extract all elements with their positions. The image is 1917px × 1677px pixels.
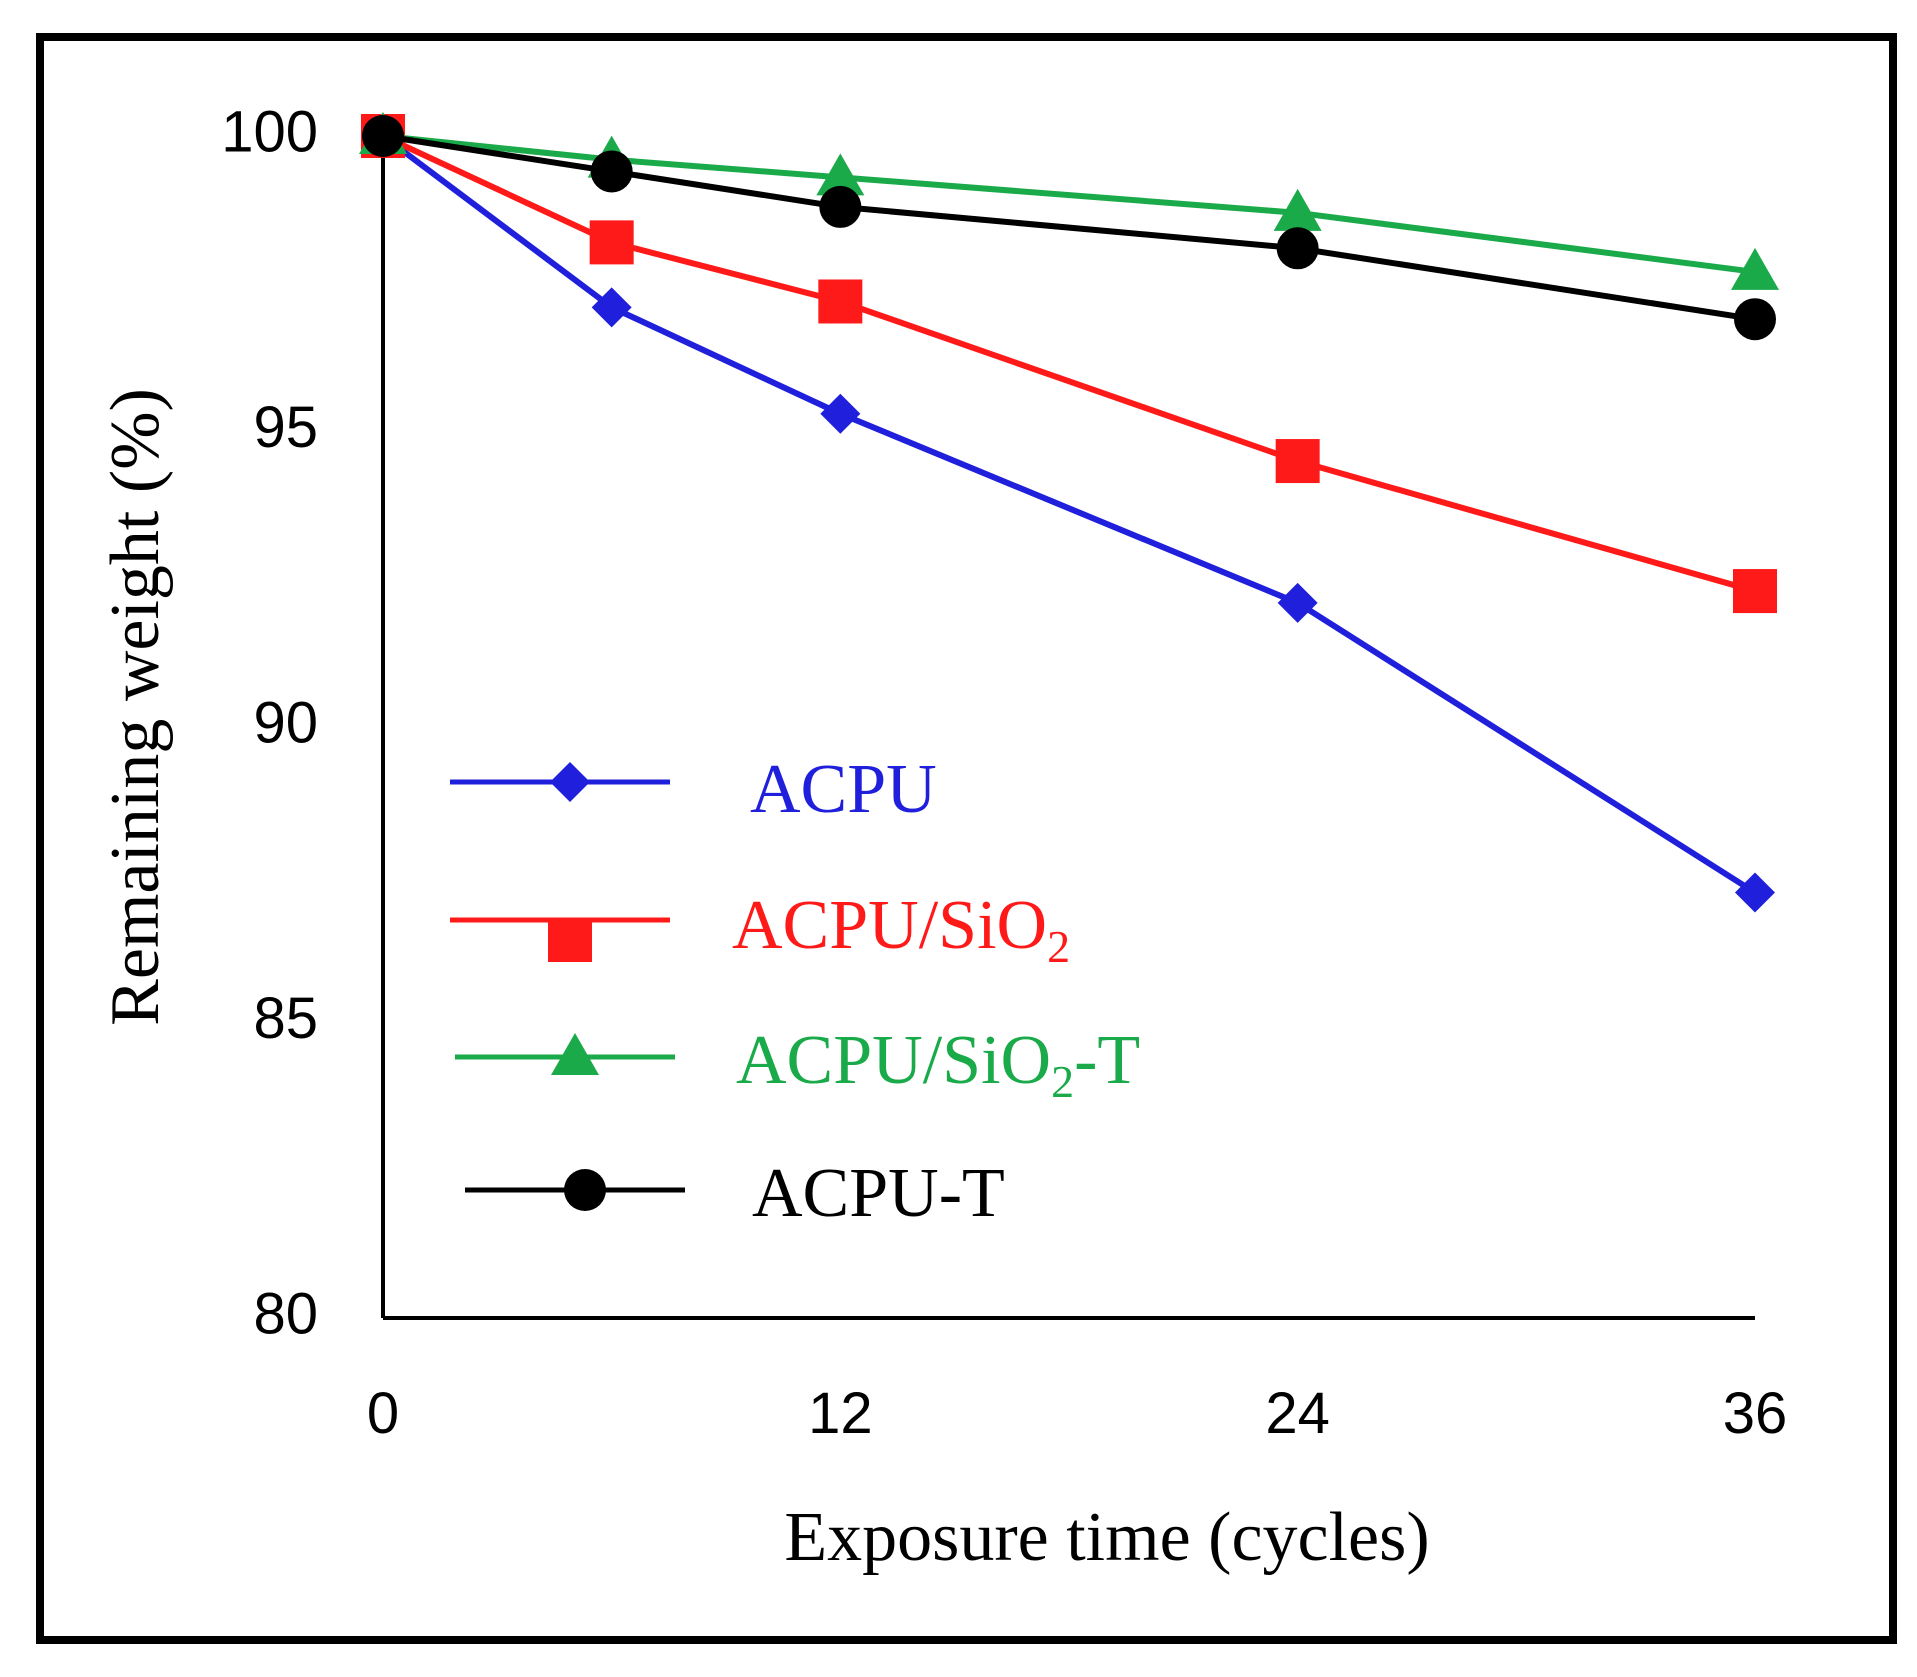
legend-item-acpu-sio2: ACPU/SiO2 [450,887,1070,972]
series-layer [359,112,1779,913]
y-axis-title: Remaining weight (%) [97,388,174,1026]
data-point [820,393,861,434]
legend-marker [548,918,592,962]
data-point [818,279,863,324]
legend-label-main: ACPU/SiO [732,887,1047,964]
x-tick-labels: 0 12 24 36 [367,1381,1787,1446]
data-point [1275,439,1320,484]
legend-label: ACPU [750,751,937,828]
y-tick-label: 90 [253,690,318,755]
legend-marker [564,1169,606,1211]
square-marker-icon [548,918,592,962]
y-tick-label: 80 [253,1281,318,1346]
legend-label-main: ACPU [750,751,937,828]
data-point [1733,569,1777,614]
y-tick-label: 100 [221,99,318,164]
circle-marker-icon [564,1169,606,1211]
data-point [591,287,632,328]
data-point [362,115,404,157]
legend-label-suffix: -T [1074,1022,1140,1099]
triangle-marker-icon [551,1033,599,1075]
legend-label-subscript: 2 [1051,1056,1074,1107]
data-point [1731,247,1779,290]
data-point [819,185,862,228]
series-acpu-t [362,115,1776,341]
data-point [589,220,634,265]
data-point [1735,872,1775,913]
x-tick-label: 24 [1265,1381,1330,1446]
legend-marker [551,1033,599,1075]
legend-label-subscript: 2 [1047,921,1070,972]
y-tick-labels: 80 85 90 95 100 [221,99,318,1346]
y-tick-label: 85 [253,986,318,1051]
legend-label: ACPU/SiO2 [732,887,1070,972]
legend-item-acpu-t: ACPU-T [465,1155,1005,1232]
x-tick-label: 12 [808,1381,873,1446]
y-tick-label: 95 [253,395,318,460]
legend: ACPU ACPU/SiO2 ACPU/SiO2-T [450,751,1140,1232]
legend-marker [550,762,590,802]
legend-item-acpu: ACPU [450,751,937,828]
x-tick-label: 36 [1723,1381,1788,1446]
data-point [816,153,865,196]
legend-label-main: ACPU-T [752,1155,1005,1232]
legend-label: ACPU/SiO2-T [736,1022,1140,1107]
data-point [1273,188,1322,231]
figure-frame [36,33,1897,1644]
legend-item-acpu-sio2-t: ACPU/SiO2-T [455,1022,1140,1107]
legend-label: ACPU-T [752,1155,1005,1232]
x-tick-label: 0 [367,1381,399,1446]
data-point [590,150,633,193]
data-point [1276,227,1319,270]
diamond-marker-icon [550,762,590,802]
data-point [1277,582,1318,623]
data-point [1734,298,1776,341]
x-axis-title: Exposure time (cycles) [784,1499,1429,1576]
legend-label-main: ACPU/SiO [736,1022,1051,1099]
